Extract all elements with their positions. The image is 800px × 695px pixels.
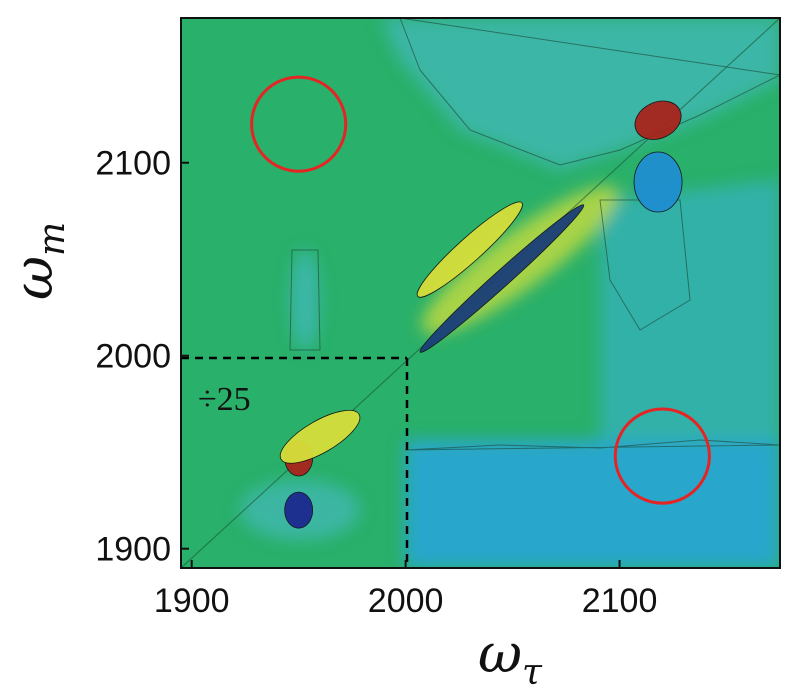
y-axis-label-sub: m bbox=[32, 222, 73, 256]
peak-diagonal-peak bbox=[634, 100, 682, 140]
y-axis-label: ωm bbox=[2, 222, 73, 300]
contour-vertical bbox=[289, 249, 321, 351]
annotation-circle bbox=[250, 75, 348, 173]
y-tick-label: 2000 bbox=[95, 338, 171, 376]
x-axis: 1900 2000 2100 bbox=[154, 560, 657, 620]
x-axis-label: ωτ bbox=[478, 622, 543, 693]
peak-yellow-halo bbox=[279, 409, 361, 464]
contour-upper bbox=[399, 18, 780, 166]
cyan-lower-region bbox=[405, 440, 780, 568]
y-axis: 1900 2000 2100 bbox=[95, 145, 189, 569]
contour-lines bbox=[289, 18, 780, 451]
contour-lower bbox=[404, 439, 780, 451]
plot-area: ÷25 bbox=[181, 18, 780, 568]
annotation-circles bbox=[250, 75, 711, 505]
x-tick-label: 1900 bbox=[154, 582, 230, 620]
cyan-vertical bbox=[291, 250, 319, 350]
y-tick-label: 1900 bbox=[95, 531, 171, 569]
peak-negative-lobe bbox=[284, 491, 314, 529]
x-axis-label-main: ω bbox=[478, 622, 522, 685]
cyan-right-region bbox=[600, 180, 780, 440]
x-tick-label: 2000 bbox=[368, 582, 444, 620]
annotation-circle bbox=[613, 407, 711, 505]
peaks bbox=[279, 100, 683, 529]
y-tick-label: 2100 bbox=[95, 145, 171, 183]
x-axis-label-sub: τ bbox=[522, 652, 543, 693]
peak-yellow-ridge bbox=[416, 201, 523, 298]
x-tick-label: 2100 bbox=[582, 582, 658, 620]
scale-factor-label: ÷25 bbox=[198, 381, 251, 418]
peak-negative-cross-lobe bbox=[633, 151, 683, 213]
peak-diagonal-ridge bbox=[419, 204, 585, 353]
plot-frame bbox=[180, 17, 781, 569]
y-axis-label-main: ω bbox=[2, 256, 65, 300]
cyan-upper-region bbox=[380, 18, 780, 170]
